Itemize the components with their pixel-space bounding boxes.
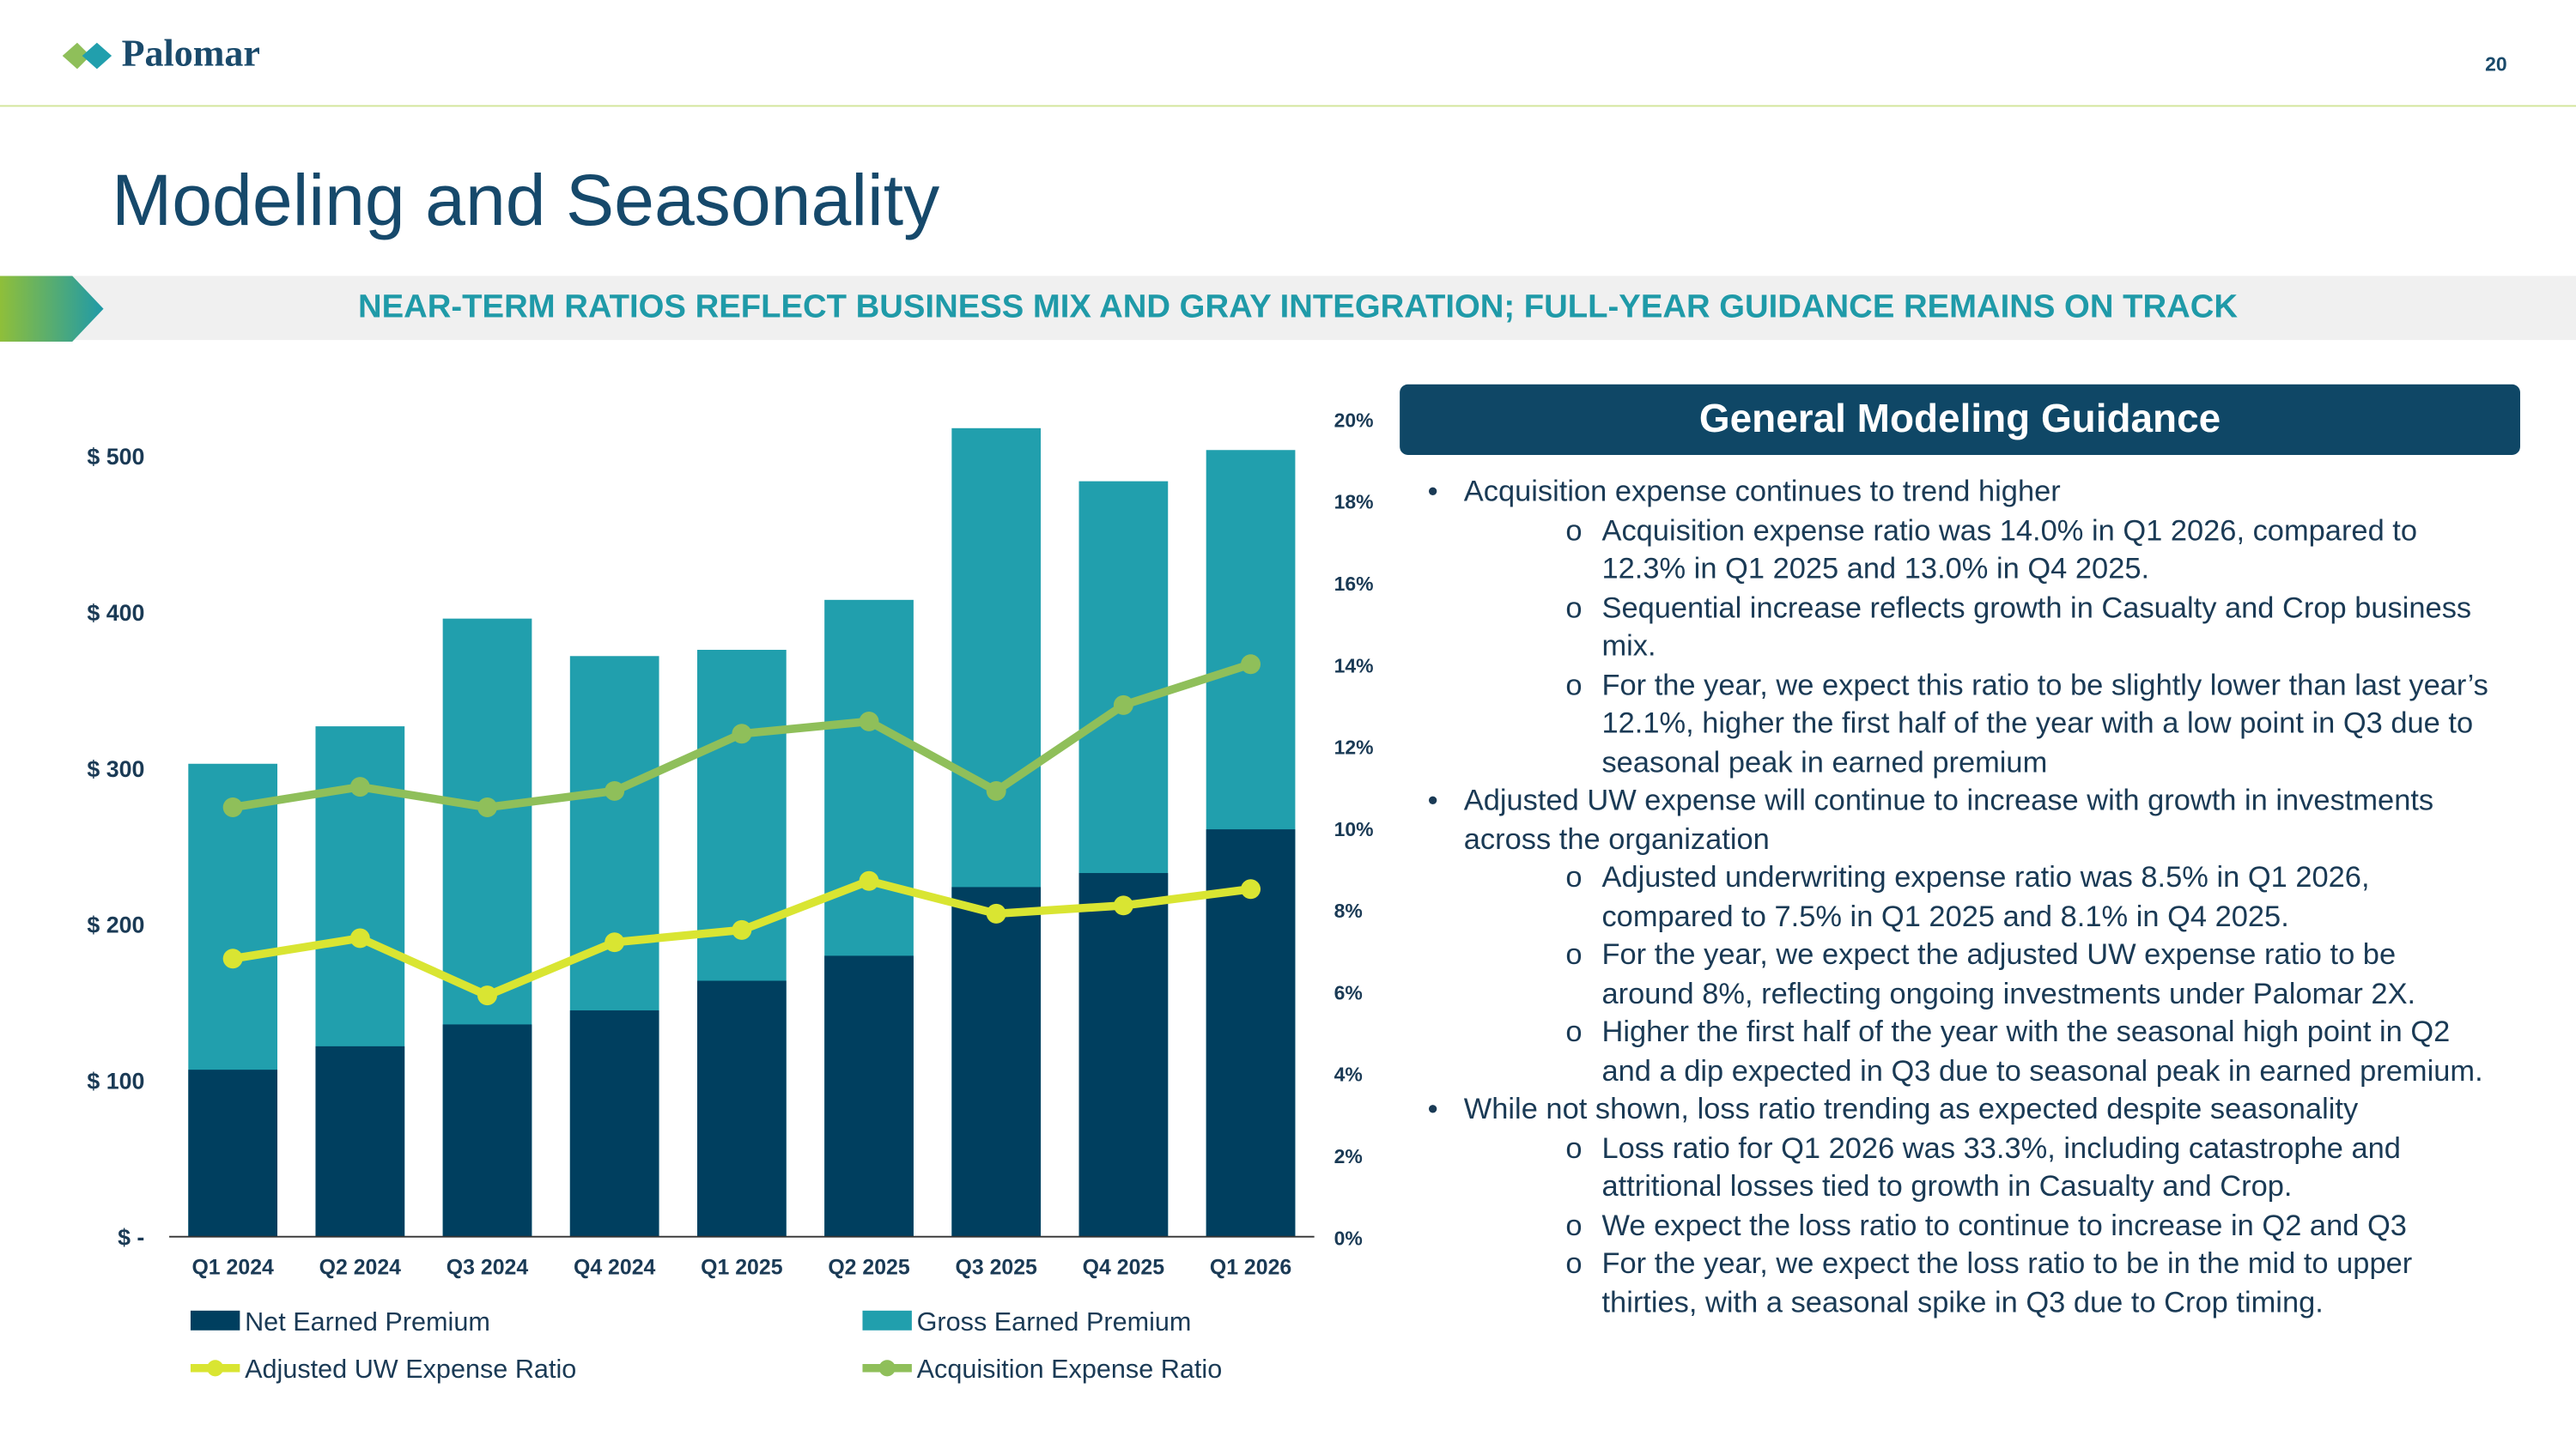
logo: Palomar [121, 33, 260, 75]
point [477, 797, 497, 817]
x-tick-label: Q1 2026 [1210, 1256, 1291, 1280]
chart: $ - $ 100 $ 200 $ 300 $ 400 $ 500 0% 2% 4% 6% 8% 10… [87, 409, 1374, 1384]
sub-bullet: For the year, we expect the loss ratio t… [1561, 1245, 2491, 1322]
bullet-text: While not shown, loss ratio trending as … [1463, 1092, 2359, 1125]
sub-bullet: We expect the loss ratio to continue to … [1561, 1206, 2491, 1245]
point [349, 928, 370, 949]
point [349, 777, 370, 797]
point [986, 780, 1006, 801]
point [222, 797, 243, 817]
bar [315, 1046, 405, 1237]
sub-bullet: Sequential increase reflects growth in C… [1561, 589, 2491, 666]
x-tick-label: Q4 2024 [574, 1256, 656, 1280]
y2-tick-label: 6% [1334, 981, 1363, 1003]
y-tick-label: $ 100 [87, 1068, 144, 1094]
sub-bullet: Acquisition expense ratio was 14.0% in Q… [1561, 512, 2491, 589]
bullet-text: Acquisition expense continues to trend h… [1463, 474, 2061, 508]
page-number: 20 [2485, 52, 2507, 76]
y2-tick-label: 14% [1334, 654, 1374, 676]
bar [442, 1024, 532, 1237]
y2-tick-label: 18% [1334, 491, 1374, 513]
x-tick-label: Q2 2024 [319, 1256, 402, 1280]
y2-tick-label: 8% [1334, 900, 1363, 922]
legend-swatch [878, 1360, 896, 1377]
point [732, 724, 752, 744]
x-tick-label: Q3 2024 [447, 1256, 529, 1280]
sub-list: Acquisition expense ratio was 14.0% in Q… [1464, 512, 2491, 782]
point [477, 985, 497, 1006]
legend-swatch [862, 1310, 912, 1331]
subtitle: NEAR-TERM RATIOS REFLECT BUSINESS MIX AN… [358, 288, 2239, 325]
x-tick-label: Q1 2024 [191, 1256, 274, 1280]
y2-tick-label: 4% [1334, 1064, 1363, 1086]
point [605, 780, 625, 801]
x-tick-label: Q2 2025 [828, 1256, 910, 1280]
bar [1078, 873, 1169, 1237]
y-tick-label: $ - [118, 1224, 144, 1250]
bullet: Adjusted UW expense will continue to inc… [1423, 782, 2491, 1091]
bar [188, 1070, 278, 1237]
legend-label: Net Earned Premium [245, 1307, 490, 1337]
point [986, 903, 1006, 924]
point [1113, 694, 1133, 715]
y2-tick-label: 16% [1334, 573, 1374, 595]
x-tick-label: Q1 2025 [701, 1256, 783, 1280]
logo-mark [62, 42, 112, 70]
y2-tick-label: 10% [1334, 818, 1374, 840]
bar [696, 980, 787, 1237]
y-tick-label: $ 300 [87, 756, 144, 782]
point [732, 919, 752, 940]
y-tick-label: $ 400 [87, 600, 144, 626]
slide-title: Modeling and Seasonality [112, 161, 940, 242]
legend-swatch [190, 1310, 240, 1331]
guidance-list: Acquisition expense continues to trend h… [1423, 473, 2491, 1322]
bar [824, 955, 914, 1237]
point [1113, 895, 1133, 916]
bar [569, 1010, 659, 1237]
point [859, 870, 879, 891]
sub-bullet: Higher the first half of the year with t… [1561, 1014, 2491, 1091]
x-tick-label: Q4 2025 [1083, 1256, 1165, 1280]
legend-label: Gross Earned Premium [917, 1307, 1192, 1337]
point [1241, 879, 1261, 900]
point [222, 949, 243, 969]
bullet-text: Adjusted UW expense will continue to inc… [1463, 783, 2434, 855]
banner-arrow [0, 276, 104, 342]
sub-list: Adjusted underwriting expense ratio was … [1464, 859, 2491, 1091]
legend-label: Acquisition Expense Ratio [917, 1355, 1223, 1384]
sub-bullet: For the year, we expect the adjusted UW … [1561, 937, 2491, 1014]
x-tick-label: Q3 2025 [956, 1256, 1038, 1280]
y-tick-label: $ 500 [87, 444, 144, 470]
legend-label: Adjusted UW Expense Ratio [245, 1355, 576, 1384]
y2-tick-label: 12% [1334, 737, 1374, 759]
y2-tick-label: 2% [1334, 1145, 1363, 1167]
sub-bullet: For the year, we expect this ratio to be… [1561, 666, 2491, 782]
y2-tick-label: 0% [1334, 1227, 1363, 1249]
sub-bullet: Adjusted underwriting expense ratio was … [1561, 859, 2491, 937]
guidance-title: General Modeling Guidance [1400, 384, 2521, 455]
banner [0, 276, 2576, 341]
y2-tick-label: 20% [1334, 409, 1374, 431]
point [859, 711, 879, 731]
y-tick-label: $ 200 [87, 912, 144, 938]
point [605, 932, 625, 953]
legend-swatch [207, 1360, 224, 1377]
point [1241, 654, 1261, 675]
bullet: Acquisition expense continues to trend h… [1423, 473, 2491, 782]
sub-list: Loss ratio for Q1 2026 was 33.3%, includ… [1464, 1129, 2491, 1322]
bar [951, 887, 1042, 1237]
divider [0, 105, 2576, 107]
sub-bullet: Loss ratio for Q1 2026 was 33.3%, includ… [1561, 1129, 2491, 1206]
bullet: While not shown, loss ratio trending as … [1423, 1090, 2491, 1322]
